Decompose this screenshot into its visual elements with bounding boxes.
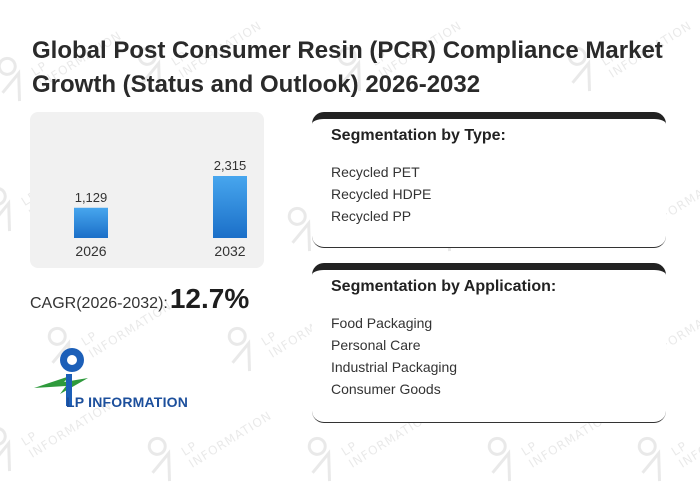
category-label: 2032 [214, 243, 245, 259]
lp-information-logo-icon [34, 348, 88, 406]
segmentation-application-list: Food Packaging Personal Care Industrial … [331, 312, 457, 400]
segmentation-application-heading: Segmentation by Application: [331, 278, 557, 295]
cagr-summary: CAGR(2026-2032): 12.7% [30, 283, 249, 319]
list-item: Consumer Goods [331, 381, 441, 397]
value-label: 2,315 [214, 158, 247, 173]
list-item: Food Packaging [331, 315, 433, 331]
segmentation-type-list: Recycled PET Recycled HDPE Recycled PP [331, 161, 431, 227]
segmentation-by-application-panel: Segmentation by Application: Food Packag… [312, 263, 666, 423]
growth-bar-chart: 1,129 2026 2,315 2032 [74, 158, 247, 259]
growth-chart-card: 1,129 2026 2,315 2032 [30, 112, 264, 268]
list-item: Personal Care [331, 337, 421, 353]
company-logo: LP INFORMATION [30, 346, 210, 416]
list-item: Recycled PP [331, 208, 412, 224]
cagr-value: 12.7% [169, 283, 250, 314]
bar-2032 [213, 176, 247, 238]
segmentation-type-heading: Segmentation by Type: [331, 127, 506, 144]
cagr-label: CAGR(2026-2032): [30, 295, 168, 312]
list-item: Recycled PET [331, 164, 420, 180]
list-item: Industrial Packaging [331, 359, 458, 375]
value-label: 1,129 [75, 190, 108, 205]
segmentation-by-type-panel: Segmentation by Type: Recycled PET Recyc… [312, 112, 666, 248]
page-title: Global Post Consumer Resin (PCR) Complia… [32, 37, 663, 98]
bar-2026 [74, 207, 108, 238]
logo-text: LP INFORMATION [66, 394, 189, 410]
list-item: Recycled HDPE [331, 186, 432, 202]
category-label: 2026 [75, 243, 106, 259]
